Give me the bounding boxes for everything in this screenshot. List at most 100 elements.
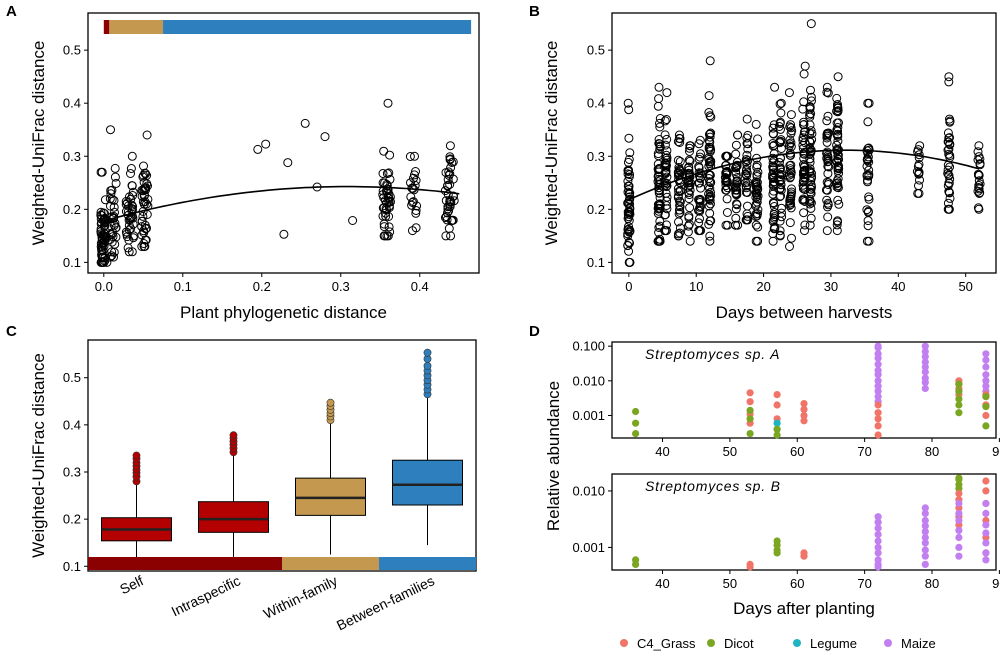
data-point	[111, 223, 121, 233]
data-point	[704, 201, 714, 211]
y-tick-label: 0.001	[572, 408, 605, 423]
data-point	[874, 393, 882, 401]
data-point	[800, 552, 808, 560]
data-point	[823, 152, 833, 162]
data-point	[445, 197, 455, 207]
data-point	[705, 132, 715, 142]
data-point	[806, 85, 815, 95]
data-point	[944, 171, 954, 181]
data-point	[982, 539, 990, 547]
data-point	[405, 152, 415, 161]
data-point	[800, 417, 808, 425]
data-point	[721, 185, 731, 195]
data-point	[753, 222, 763, 232]
data-point	[805, 194, 815, 204]
data-point	[705, 236, 715, 246]
data-point	[384, 222, 394, 232]
data-point	[982, 487, 990, 495]
data-point	[110, 218, 120, 228]
data-point	[140, 168, 150, 178]
y-tick-label: 0.010	[572, 483, 605, 498]
data-point	[800, 220, 810, 230]
x-tick-label: 0	[625, 279, 632, 294]
data-point	[632, 407, 640, 416]
data-point	[742, 209, 752, 219]
data-point	[448, 215, 458, 225]
data-point	[731, 140, 741, 150]
y-tick-label: 0.3	[63, 465, 81, 480]
data-point	[832, 226, 842, 236]
data-point	[874, 518, 882, 526]
data-point	[943, 165, 953, 175]
data-point	[733, 130, 743, 140]
data-point	[694, 178, 704, 188]
plot-frame	[611, 12, 997, 274]
data-point	[832, 93, 842, 103]
data-point	[722, 194, 732, 204]
data-point	[746, 389, 754, 397]
data-point	[746, 430, 754, 438]
data-point	[799, 69, 809, 79]
data-point	[704, 219, 714, 229]
data-point	[805, 120, 815, 130]
data-point	[806, 203, 816, 213]
data-point	[944, 77, 954, 87]
facet-title: Streptomyces sp. B	[645, 478, 781, 494]
data-point	[683, 182, 693, 192]
data-point	[378, 190, 388, 200]
data-point	[140, 220, 150, 230]
data-point	[944, 72, 954, 82]
data-point	[662, 172, 672, 182]
data-point	[973, 186, 983, 196]
data-point	[96, 229, 106, 239]
data-point	[624, 257, 634, 267]
legend-swatch	[793, 639, 801, 647]
data-point	[705, 142, 715, 152]
data-point	[694, 139, 704, 149]
data-point	[945, 193, 955, 203]
data-point	[943, 137, 953, 147]
y-axis-title: Weighted-UniFrac distance	[542, 41, 561, 246]
x-tick-label: 70	[857, 444, 871, 459]
data-point	[982, 356, 990, 364]
outlier-point	[326, 398, 335, 407]
data-point	[694, 168, 704, 178]
data-point	[705, 192, 715, 202]
data-point	[704, 91, 714, 101]
data-point	[822, 226, 832, 236]
data-point	[822, 148, 832, 158]
category-label: Between-families	[334, 572, 437, 633]
data-point	[139, 161, 148, 171]
phylogeny-color-bar	[163, 20, 472, 34]
data-point	[874, 431, 882, 439]
data-point	[955, 380, 963, 388]
phylogeny-color-bar	[103, 20, 110, 34]
category-color-bar	[88, 557, 185, 570]
data-point	[775, 138, 785, 148]
data-point	[674, 187, 684, 197]
box	[198, 501, 269, 533]
data-point	[705, 208, 715, 218]
data-point	[624, 195, 634, 205]
data-point	[955, 475, 963, 483]
data-point	[775, 230, 785, 240]
data-point	[822, 82, 832, 92]
data-point	[799, 208, 809, 218]
data-point	[624, 155, 634, 164]
data-point	[108, 228, 118, 238]
data-point	[441, 212, 451, 222]
data-point	[411, 223, 421, 233]
data-point	[776, 108, 786, 118]
data-point	[662, 115, 671, 124]
legend-swatch	[884, 639, 892, 647]
y-axis-title: Weighted-UniFrac distance	[29, 353, 48, 558]
data-point	[694, 171, 704, 181]
data-point	[921, 552, 929, 560]
data-point	[944, 187, 954, 196]
category-color-bar	[379, 557, 476, 570]
data-point	[109, 252, 118, 262]
data-point	[741, 181, 751, 191]
data-point	[110, 207, 119, 217]
data-point	[722, 151, 732, 161]
data-point	[253, 144, 263, 154]
